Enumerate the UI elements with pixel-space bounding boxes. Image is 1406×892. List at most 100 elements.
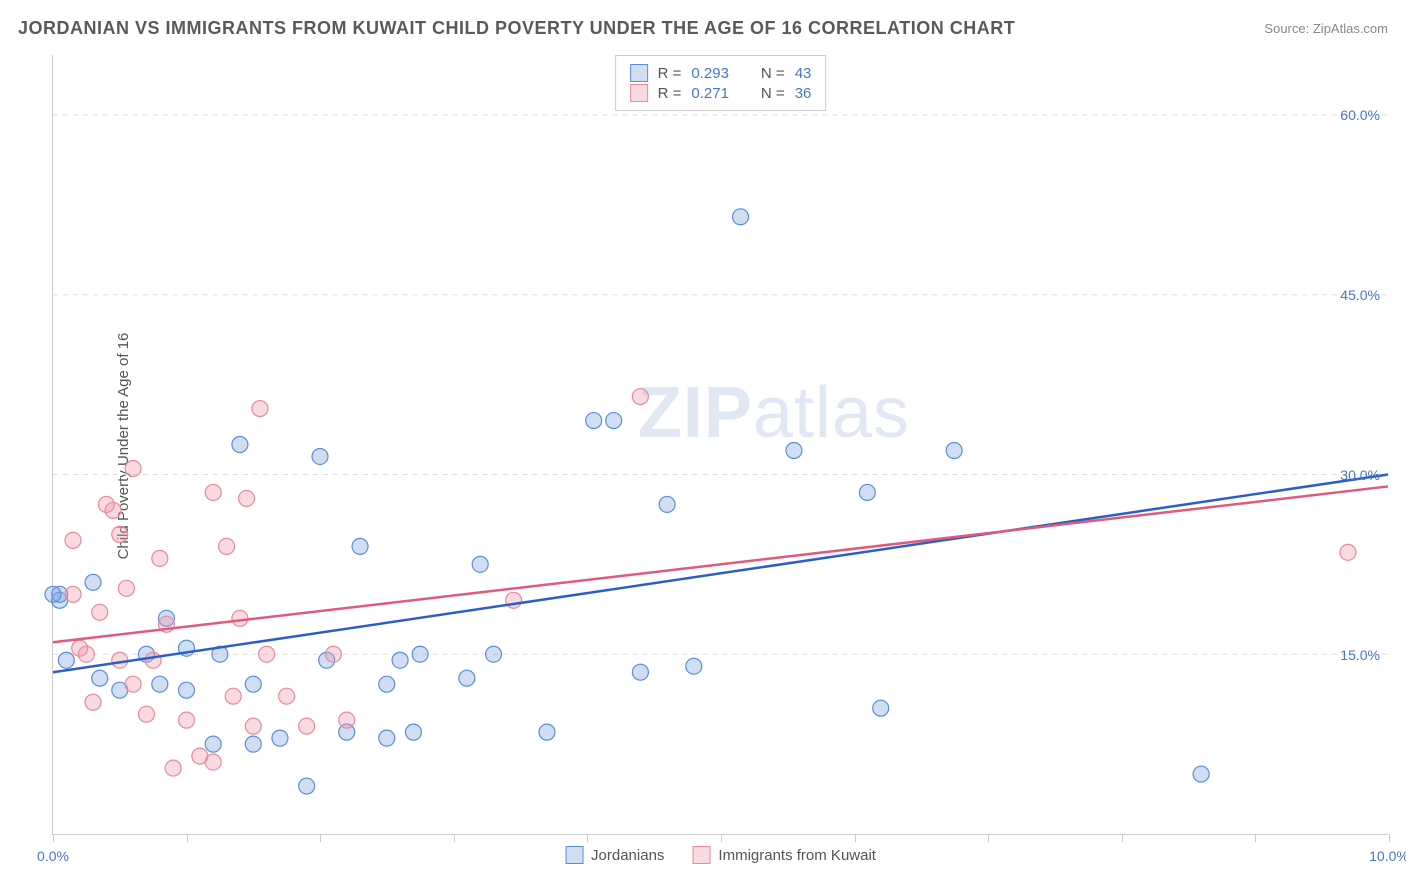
r-label: R =	[658, 65, 682, 82]
y-tick-label: 45.0%	[1340, 287, 1380, 303]
data-point	[92, 604, 108, 620]
trend-line	[53, 474, 1388, 672]
data-point	[205, 736, 221, 752]
data-point	[245, 676, 261, 692]
series-legend: Jordanians Immigrants from Kuwait	[565, 846, 876, 864]
data-point	[78, 646, 94, 662]
data-point	[232, 610, 248, 626]
data-point	[232, 437, 248, 453]
series-swatch	[565, 846, 583, 864]
data-point	[252, 401, 268, 417]
data-point	[65, 586, 81, 602]
x-tick	[988, 834, 989, 842]
data-point	[138, 706, 154, 722]
series-swatch	[630, 84, 648, 102]
data-point	[946, 443, 962, 459]
data-point	[632, 389, 648, 405]
data-point	[45, 586, 61, 602]
x-tick-label: 10.0%	[1369, 848, 1406, 864]
data-point	[786, 443, 802, 459]
x-tick	[454, 834, 455, 842]
data-point	[179, 712, 195, 728]
data-point	[1193, 766, 1209, 782]
data-point	[352, 538, 368, 554]
plot-area: ZIPatlas 15.0%30.0%45.0%60.0% 0.0%10.0% …	[52, 55, 1388, 835]
y-tick-label: 60.0%	[1340, 107, 1380, 123]
data-point	[245, 736, 261, 752]
y-tick-label: 15.0%	[1340, 647, 1380, 663]
data-point	[165, 760, 181, 776]
data-point	[239, 490, 255, 506]
data-point	[85, 694, 101, 710]
data-point	[152, 550, 168, 566]
stats-row: R = 0.271 N = 36	[630, 84, 812, 102]
data-point	[85, 574, 101, 590]
data-point	[65, 532, 81, 548]
x-tick	[1122, 834, 1123, 842]
n-label: N =	[761, 65, 785, 82]
data-point	[105, 502, 121, 518]
x-tick	[320, 834, 321, 842]
data-point	[1340, 544, 1356, 560]
data-point	[259, 646, 275, 662]
data-point	[405, 724, 421, 740]
source-attribution: Source: ZipAtlas.com	[1264, 21, 1388, 36]
x-tick	[721, 834, 722, 842]
data-point	[486, 646, 502, 662]
data-point	[125, 460, 141, 476]
n-label: N =	[761, 85, 785, 102]
r-value: 0.271	[691, 85, 729, 102]
x-tick	[587, 834, 588, 842]
data-point	[412, 646, 428, 662]
data-point	[125, 676, 141, 692]
series-swatch	[692, 846, 710, 864]
data-point	[539, 724, 555, 740]
data-point	[58, 652, 74, 668]
stats-legend-box: R =0.293N =43R =0.271N =36	[615, 55, 827, 111]
legend-item: Immigrants from Kuwait	[692, 846, 876, 864]
data-point	[219, 538, 235, 554]
data-point	[92, 670, 108, 686]
data-point	[632, 664, 648, 680]
data-point	[145, 652, 161, 668]
data-point	[152, 676, 168, 692]
data-point	[118, 580, 134, 596]
legend-label: Immigrants from Kuwait	[718, 847, 876, 864]
data-point	[379, 730, 395, 746]
r-value: 0.293	[691, 65, 729, 82]
data-point	[272, 730, 288, 746]
source-link[interactable]: ZipAtlas.com	[1313, 21, 1388, 36]
x-tick	[1389, 834, 1390, 842]
trend-line	[53, 486, 1388, 642]
n-value: 36	[795, 85, 812, 102]
data-point	[733, 209, 749, 225]
chart-title: JORDANIAN VS IMMIGRANTS FROM KUWAIT CHIL…	[18, 18, 1015, 39]
data-point	[659, 496, 675, 512]
data-point	[339, 712, 355, 728]
data-point	[459, 670, 475, 686]
data-point	[299, 718, 315, 734]
x-tick	[53, 834, 54, 842]
legend-label: Jordanians	[591, 847, 664, 864]
x-tick-label: 0.0%	[37, 848, 69, 864]
chart-svg	[53, 55, 1388, 834]
x-tick	[187, 834, 188, 842]
y-tick-label: 30.0%	[1340, 467, 1380, 483]
data-point	[586, 413, 602, 429]
data-point	[205, 754, 221, 770]
r-label: R =	[658, 85, 682, 102]
data-point	[392, 652, 408, 668]
data-point	[312, 448, 328, 464]
data-point	[873, 700, 889, 716]
source-label: Source:	[1264, 21, 1309, 36]
x-tick	[1255, 834, 1256, 842]
data-point	[686, 658, 702, 674]
data-point	[299, 778, 315, 794]
series-swatch	[630, 64, 648, 82]
data-point	[112, 526, 128, 542]
data-point	[205, 484, 221, 500]
data-point	[379, 676, 395, 692]
data-point	[179, 682, 195, 698]
data-point	[472, 556, 488, 572]
data-point	[859, 484, 875, 500]
